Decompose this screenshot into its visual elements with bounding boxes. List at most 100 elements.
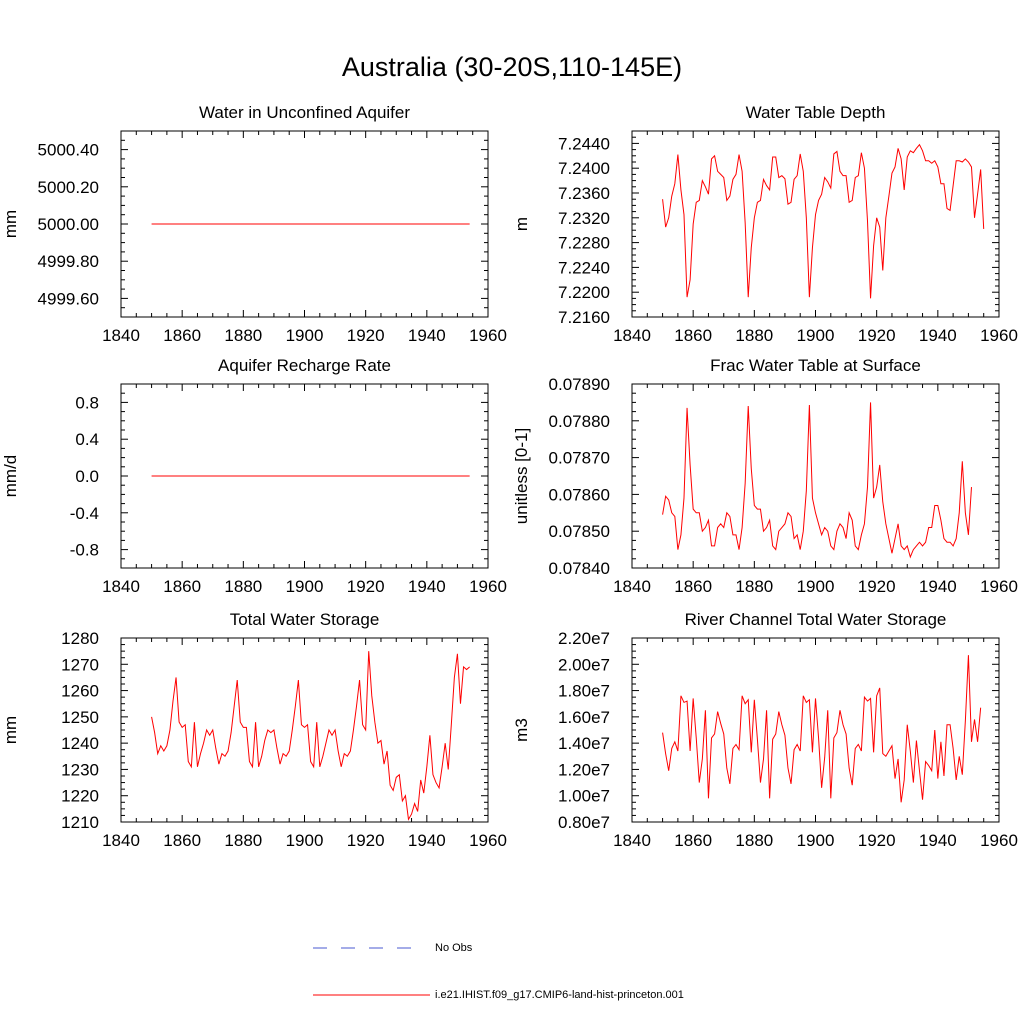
panel-2-ytick-label: 7.2160 — [558, 308, 610, 327]
panel-3-xtick-label: 1940 — [408, 577, 446, 596]
panel-5-xtick-label: 1860 — [163, 831, 201, 850]
panel-5-frame — [120, 637, 489, 823]
panel-4-title: Frac Water Table at Surface — [710, 356, 921, 375]
panel-6-series-line — [662, 655, 982, 803]
panel-4-xtick-label: 1920 — [858, 577, 896, 596]
panel-5-xtick-label: 1840 — [102, 831, 140, 850]
panel-4-xtick-label: 1940 — [919, 577, 957, 596]
panel-2-ytick-label: 7.2320 — [558, 209, 610, 228]
panel-3-title: Aquifer Recharge Rate — [218, 356, 391, 375]
panel-5-ytick-label: 1240 — [61, 734, 99, 753]
panel-6-ylabel: m3 — [512, 718, 531, 742]
panel-2-ytick-label: 7.2400 — [558, 159, 610, 178]
panel-6-ytick-label: 1.40e7 — [558, 734, 610, 753]
panel-2-ytick-label: 7.2240 — [558, 258, 610, 277]
panel-6-xtick-label: 1920 — [858, 831, 896, 850]
panel-5-xtick-label: 1960 — [469, 831, 507, 850]
panel-2-title: Water Table Depth — [746, 103, 886, 122]
panel-6-xtick-label: 1840 — [613, 831, 651, 850]
figure-title: Australia (30-20S,110-145E) — [341, 52, 683, 82]
panel-4-series-line — [662, 402, 972, 559]
panel-6-ytick-label: 1.80e7 — [558, 682, 610, 701]
panel-4-xtick-label: 1900 — [797, 577, 835, 596]
panel-5-xtick-label: 1880 — [224, 831, 262, 850]
panel-2-xtick-label: 1960 — [980, 326, 1018, 345]
panel-3-ytick-label: -0.8 — [70, 541, 99, 560]
panel-3-xtick-label: 1860 — [163, 577, 201, 596]
panel-3-xtick-label: 1960 — [469, 577, 507, 596]
panel-6-ytick-label: 1.00e7 — [558, 787, 610, 806]
panel-6-xtick-label: 1880 — [735, 831, 773, 850]
panel-3-ytick-label: 0.0 — [75, 467, 99, 486]
panel-3-xtick-label: 1880 — [224, 577, 262, 596]
panel-4-ytick-label: 0.07840 — [549, 559, 610, 578]
panel-5-series-line — [151, 651, 470, 821]
panel-2-series-line — [662, 143, 985, 299]
panel-5-ytick-label: 1280 — [61, 629, 99, 648]
panel-4-xtick-label: 1860 — [674, 577, 712, 596]
panel-1-xtick-label: 1900 — [286, 326, 324, 345]
panel-5-ytick-label: 1220 — [61, 787, 99, 806]
panel-1-title: Water in Unconfined Aquifer — [199, 103, 410, 122]
panel-4-xtick-label: 1960 — [980, 577, 1018, 596]
panel-5-ytick-label: 1250 — [61, 708, 99, 727]
panel-2-xtick-label: 1840 — [613, 326, 651, 345]
panel-5-xtick-label: 1940 — [408, 831, 446, 850]
panel-1-xtick-label: 1880 — [224, 326, 262, 345]
panel-3-xtick-label: 1840 — [102, 577, 140, 596]
panel-6-xtick-label: 1900 — [797, 831, 835, 850]
panel-2-ytick-label: 7.2200 — [558, 283, 610, 302]
panel-2-xtick-label: 1900 — [797, 326, 835, 345]
panel-2-xtick-label: 1880 — [735, 326, 773, 345]
panel-1-ytick-label: 4999.60 — [38, 289, 99, 308]
panel-6-ytick-label: 2.00e7 — [558, 655, 610, 674]
panel-6-xtick-label: 1960 — [980, 831, 1018, 850]
panel-4-ytick-label: 0.07870 — [549, 449, 610, 468]
panel-1-ytick-label: 5000.40 — [38, 141, 99, 160]
panel-2-xtick-label: 1920 — [858, 326, 896, 345]
panel-3-ytick-label: -0.4 — [70, 504, 99, 523]
panel-1-ytick-label: 5000.20 — [38, 178, 99, 197]
panel-3-ytick-label: 0.8 — [75, 393, 99, 412]
panel-4-xtick-label: 1880 — [735, 577, 773, 596]
panel-1-xtick-label: 1840 — [102, 326, 140, 345]
panel-4-ytick-label: 0.07860 — [549, 485, 610, 504]
panel-6-title: River Channel Total Water Storage — [685, 610, 947, 629]
panel-6-ytick-label: 2.20e7 — [558, 629, 610, 648]
panel-6-frame — [631, 637, 1000, 823]
panel-5-ylabel: mm — [1, 716, 20, 744]
panel-2-xtick-label: 1940 — [919, 326, 957, 345]
panel-4-ytick-label: 0.07880 — [549, 412, 610, 431]
panel-1-ytick-label: 4999.80 — [38, 252, 99, 271]
panel-6-xtick-label: 1940 — [919, 831, 957, 850]
panel-1-xtick-label: 1920 — [347, 326, 385, 345]
panel-6-ytick-label: 0.80e7 — [558, 813, 610, 832]
panel-5-title: Total Water Storage — [230, 610, 380, 629]
panel-2-ytick-label: 7.2280 — [558, 234, 610, 253]
panel-4-ylabel: unitless [0-1] — [512, 428, 531, 524]
panel-4-xtick-label: 1840 — [613, 577, 651, 596]
panel-6-ytick-label: 1.20e7 — [558, 760, 610, 779]
panel-3-ylabel: mm/d — [1, 455, 20, 498]
panel-5-ytick-label: 1260 — [61, 682, 99, 701]
panel-1-xtick-label: 1860 — [163, 326, 201, 345]
panel-1-xtick-label: 1960 — [469, 326, 507, 345]
panel-5-ytick-label: 1210 — [61, 813, 99, 832]
panel-3-xtick-label: 1920 — [347, 577, 385, 596]
panel-6-xtick-label: 1860 — [674, 831, 712, 850]
panel-2-xtick-label: 1860 — [674, 326, 712, 345]
panel-5-xtick-label: 1920 — [347, 831, 385, 850]
panel-6-ytick-label: 1.60e7 — [558, 708, 610, 727]
panel-5-xtick-label: 1900 — [286, 831, 324, 850]
panel-1-ylabel: mm — [1, 210, 20, 238]
panel-4-ytick-label: 0.07850 — [549, 522, 610, 541]
panel-1-xtick-label: 1940 — [408, 326, 446, 345]
panel-2-ytick-label: 7.2360 — [558, 184, 610, 203]
panel-3-xtick-label: 1900 — [286, 577, 324, 596]
panel-1-ytick-label: 5000.00 — [38, 215, 99, 234]
panel-5-ytick-label: 1230 — [61, 760, 99, 779]
panel-2-ytick-label: 7.2440 — [558, 134, 610, 153]
panel-2-ylabel: m — [512, 217, 531, 231]
panel-4-ytick-label: 0.07890 — [549, 375, 610, 394]
